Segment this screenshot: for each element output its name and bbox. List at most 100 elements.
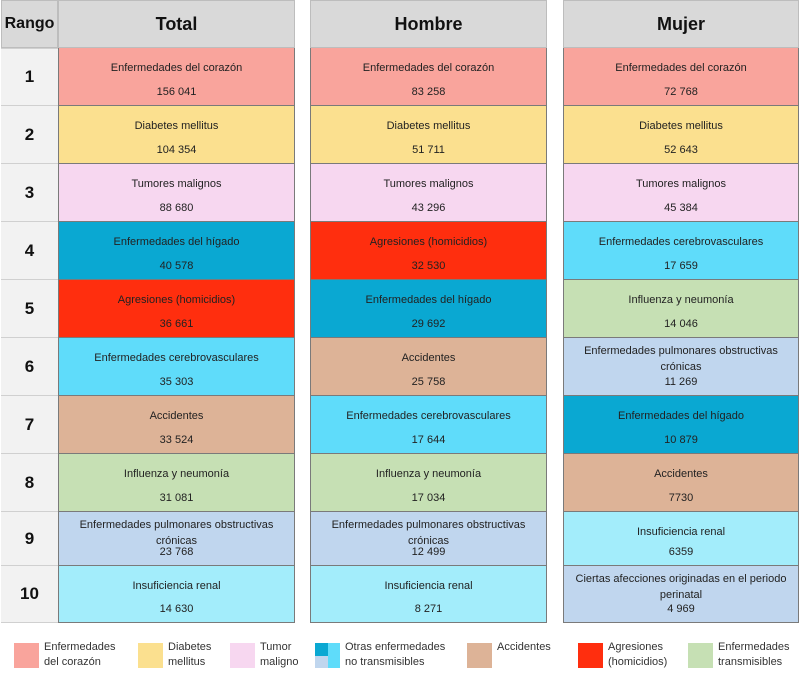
cause-name: Accidentes <box>401 352 456 364</box>
cause-cell: Enfermedades del hígado 29 692 <box>310 280 547 338</box>
death-count: 45 384 <box>664 202 698 214</box>
cause-cell: Tumores malignos 88 680 <box>58 164 295 222</box>
total-column: Total Enfermedades del corazón 156 041 Di… <box>58 0 295 623</box>
cause-cell: Accidentes 33 524 <box>58 396 295 454</box>
cause-name: Enfermedades del corazón <box>362 62 495 74</box>
legend-item: Accidentes <box>467 640 551 668</box>
cause-cell: Agresiones (homicidios) 32 530 <box>310 222 547 280</box>
cause-name: Accidentes <box>654 468 708 480</box>
legend-swatch-part <box>315 655 328 668</box>
legend-swatch-part <box>327 643 340 656</box>
cause-name: Enfermedades del corazón <box>615 62 747 74</box>
legend-swatch <box>138 643 163 668</box>
legend-item: Diabetes mellitus <box>138 640 211 670</box>
cause-name: Diabetes mellitus <box>639 120 723 132</box>
rank-cell: 6 <box>1 338 58 396</box>
cause-cell: Agresiones (homicidios) 36 661 <box>58 280 295 338</box>
cause-name: Insuficiencia renal <box>384 580 473 592</box>
legend-item: Tumor maligno <box>230 640 299 670</box>
cause-cell: Tumores malignos 45 384 <box>563 164 799 222</box>
hombre-header: Hombre <box>310 0 547 48</box>
cause-cell: Insuficiencia renal 8 271 <box>310 566 547 623</box>
death-count: 4 969 <box>667 603 695 615</box>
rank-cell: 9 <box>1 512 58 566</box>
mujer-column: Mujer Enfermedades del corazón 72 768 Dia… <box>563 0 799 623</box>
cause-cell: Accidentes 25 758 <box>310 338 547 396</box>
legend-label: Tumor maligno <box>260 641 299 668</box>
cause-cell: Insuficiencia renal 14 630 <box>58 566 295 623</box>
rank-cell: 4 <box>1 222 58 280</box>
cause-name: Influenza y neumonía <box>375 468 482 480</box>
cause-cell: Diabetes mellitus 104 354 <box>58 106 295 164</box>
death-count: 29 692 <box>411 318 446 330</box>
cause-cell: Influenza y neumonía 17 034 <box>310 454 547 512</box>
cause-name: Enfermedades cerebrovasculares <box>598 236 764 248</box>
cause-cell: Ciertas afecciones originadas en el peri… <box>563 566 799 623</box>
cause-name: Accidentes <box>149 410 204 422</box>
legend-item: Agresiones (homicidios) <box>578 640 667 670</box>
rank-column: Rango 1 2 3 4 5 6 7 8 9 10 <box>1 0 58 623</box>
death-count: 7730 <box>668 492 694 504</box>
cause-name: Agresiones (homicidios) <box>369 236 488 248</box>
cause-name: Enfermedades del corazón <box>110 62 243 74</box>
cause-cell: Enfermedades pulmonares obstructivas cró… <box>563 338 799 396</box>
cause-cell: Enfermedades del corazón 72 768 <box>563 48 799 106</box>
legend-item: Enfermedades del corazón <box>14 640 116 670</box>
death-count: 52 643 <box>664 144 698 156</box>
cause-cell: Accidentes 7730 <box>563 454 799 512</box>
death-count: 51 711 <box>412 144 445 156</box>
cause-cell: Enfermedades pulmonares obstructivas cró… <box>58 512 295 566</box>
rank-header: Rango <box>1 0 58 48</box>
cause-name: Enfermedades pulmonares obstructivas cró… <box>584 345 778 373</box>
cause-name: Enfermedades del hígado <box>618 410 744 422</box>
death-count: 23 768 <box>159 546 194 558</box>
legend-label: Agresiones (homicidios) <box>608 641 668 668</box>
cause-name: Insuficiencia renal <box>132 580 221 592</box>
legend-item: Enfermedades transmisibles <box>688 640 790 670</box>
legend-swatch <box>578 643 603 668</box>
death-count: 14 046 <box>664 318 698 330</box>
legend-swatch <box>230 643 255 668</box>
death-count: 88 680 <box>159 202 194 214</box>
rank-cell: 5 <box>1 280 58 338</box>
cause-cell: Enfermedades del corazón 156 041 <box>58 48 295 106</box>
death-count: 8 271 <box>414 603 443 615</box>
legend-swatch-quad <box>315 643 340 668</box>
cause-name: Enfermedades pulmonares obstructivas cró… <box>79 519 274 547</box>
death-count: 156 041 <box>156 86 197 98</box>
death-count: 83 258 <box>411 86 446 98</box>
rank-cell: 8 <box>1 454 58 512</box>
cause-cell: Diabetes mellitus 52 643 <box>563 106 799 164</box>
cause-cell: Insuficiencia renal 6359 <box>563 512 799 566</box>
legend-label: Diabetes mellitus <box>168 641 212 668</box>
death-count: 72 768 <box>664 86 698 98</box>
cause-cell: Enfermedades pulmonares obstructivas cró… <box>310 512 547 566</box>
legend-swatch-part <box>327 655 340 668</box>
cause-name: Agresiones (homicidios) <box>117 294 236 306</box>
legend-swatch <box>688 643 713 668</box>
death-count: 32 530 <box>411 260 446 272</box>
cause-name: Enfermedades pulmonares obstructivas cró… <box>331 519 526 547</box>
legend-swatch-part <box>315 643 328 656</box>
cause-name: Enfermedades del hígado <box>365 294 492 306</box>
legend-label: Enfermedades del corazón <box>44 641 116 668</box>
legend-label: Accidentes <box>497 641 551 653</box>
death-count: 12 499 <box>411 546 446 558</box>
cause-name: Diabetes mellitus <box>134 120 219 132</box>
cause-name: Influenza y neumonía <box>123 468 230 480</box>
cause-cell: Tumores malignos 43 296 <box>310 164 547 222</box>
death-count: 31 081 <box>159 492 194 504</box>
rank-cell: 2 <box>1 106 58 164</box>
total-header: Total <box>58 0 295 48</box>
cause-cell: Enfermedades cerebrovasculares 35 303 <box>58 338 295 396</box>
cause-name: Tumores malignos <box>635 178 727 190</box>
legend-label: Otras enfermedades no transmisibles <box>345 641 446 668</box>
cause-cell: Influenza y neumonía 14 046 <box>563 280 799 338</box>
cause-name: Enfermedades cerebrovasculares <box>94 352 259 364</box>
cause-cell: Enfermedades del hígado 40 578 <box>58 222 295 280</box>
rank-cell: 10 <box>1 566 58 623</box>
death-count: 104 354 <box>156 144 197 156</box>
death-count: 36 661 <box>159 318 194 330</box>
cause-name: Tumores malignos <box>383 178 474 190</box>
mujer-header: Mujer <box>563 0 799 48</box>
